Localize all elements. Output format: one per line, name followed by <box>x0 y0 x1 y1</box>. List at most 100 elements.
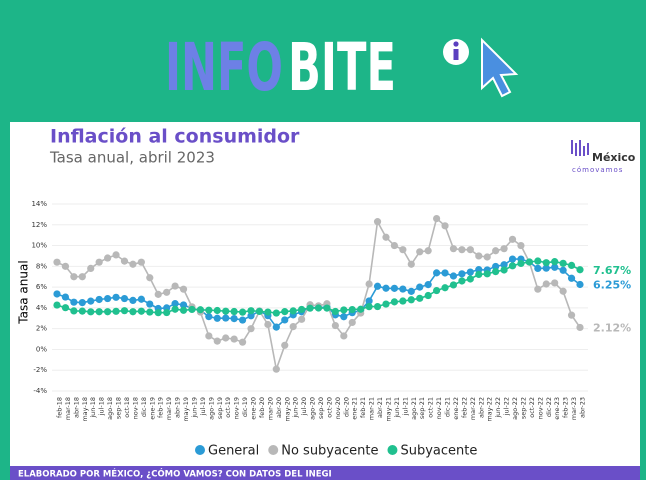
data-point <box>559 287 567 295</box>
data-point <box>492 247 500 255</box>
data-point <box>373 302 382 311</box>
data-point <box>331 307 339 316</box>
data-point <box>264 308 272 316</box>
data-point <box>542 280 550 288</box>
x-tick-label: nov-22 <box>536 397 544 419</box>
data-point <box>483 270 491 278</box>
x-tick-label: ago-18 <box>106 397 114 420</box>
data-point <box>205 313 213 321</box>
data-point <box>500 266 508 274</box>
data-point <box>458 270 466 278</box>
data-point <box>483 253 491 261</box>
data-point <box>112 251 120 259</box>
data-point <box>534 285 542 293</box>
x-tick-label: may-21 <box>384 397 392 422</box>
legend-label: Subyacente <box>400 444 477 459</box>
data-point <box>272 365 280 373</box>
data-point <box>407 260 415 268</box>
data-point <box>120 294 129 303</box>
data-point <box>508 262 517 270</box>
data-point <box>407 287 415 295</box>
data-point <box>213 337 221 345</box>
data-point <box>466 268 474 276</box>
x-tick-label: jun-21 <box>393 397 401 419</box>
legend-label: No subyacente <box>281 444 378 459</box>
x-tick-label: jul-21 <box>401 397 409 416</box>
data-point <box>95 295 103 304</box>
y-tick-label: 12% <box>31 221 47 229</box>
data-point <box>306 304 314 312</box>
x-tick-label: may-22 <box>486 397 494 422</box>
data-point <box>298 305 306 314</box>
y-tick-label: 0% <box>36 345 47 353</box>
data-point <box>112 307 120 315</box>
x-tick-label: nov-19 <box>233 397 241 419</box>
data-point <box>120 307 129 315</box>
data-point <box>576 266 584 274</box>
data-point <box>542 264 550 272</box>
data-point <box>416 294 424 302</box>
data-point <box>441 284 449 292</box>
x-tick-label: mar-18 <box>64 397 72 420</box>
x-tick-label: ene-21 <box>351 397 359 420</box>
x-tick-label: oct-22 <box>528 397 536 418</box>
data-point <box>179 301 188 309</box>
x-tick-label: sep-21 <box>418 397 426 419</box>
x-tick-label: dic-19 <box>241 397 249 417</box>
data-point <box>281 316 289 324</box>
data-point <box>53 258 61 266</box>
data-point <box>230 314 238 323</box>
info-icon <box>443 39 469 65</box>
data-point <box>146 300 154 308</box>
x-tick-label: sep-18 <box>115 397 123 419</box>
logo-tagline: cómovamos <box>572 166 623 174</box>
x-tick-label: mar-19 <box>165 397 173 420</box>
data-point <box>137 258 145 266</box>
data-point <box>272 309 280 317</box>
data-point <box>137 295 145 303</box>
data-point <box>323 304 331 312</box>
data-point <box>517 241 525 250</box>
data-point <box>129 260 137 268</box>
data-point <box>238 308 247 316</box>
data-point <box>129 296 137 305</box>
footer-bar <box>10 466 640 480</box>
x-tick-label: jul-22 <box>503 397 511 416</box>
y-tick-label: 14% <box>31 200 47 208</box>
data-point <box>508 255 517 263</box>
data-point <box>163 288 171 296</box>
data-point <box>492 268 500 276</box>
data-point <box>272 323 280 331</box>
legend-marker <box>195 445 205 455</box>
data-point <box>365 280 373 288</box>
data-point <box>534 264 542 273</box>
data-point <box>424 247 432 255</box>
data-point <box>449 272 458 280</box>
data-point <box>61 293 70 301</box>
data-point <box>61 262 70 270</box>
data-point <box>390 284 399 292</box>
data-point <box>53 301 61 309</box>
data-point <box>104 308 112 316</box>
x-tick-label: nov-20 <box>334 397 342 419</box>
data-point <box>365 297 373 305</box>
x-tick-label: ago-22 <box>511 397 519 420</box>
data-point <box>373 282 382 290</box>
data-point <box>213 314 221 322</box>
data-point <box>466 275 474 283</box>
data-point <box>255 307 264 316</box>
data-point <box>432 286 441 295</box>
y-tick-label: 6% <box>36 283 47 291</box>
data-point <box>137 307 145 315</box>
x-tick-label: nov-18 <box>131 397 139 419</box>
data-point <box>348 305 356 314</box>
data-point <box>104 254 112 262</box>
logo-name: México <box>592 151 636 164</box>
x-tick-label: dic-22 <box>545 397 553 417</box>
data-point <box>281 341 289 349</box>
data-point <box>87 264 95 273</box>
data-point <box>432 214 441 223</box>
data-point <box>357 305 365 313</box>
data-point <box>551 258 559 266</box>
data-point <box>500 245 508 253</box>
